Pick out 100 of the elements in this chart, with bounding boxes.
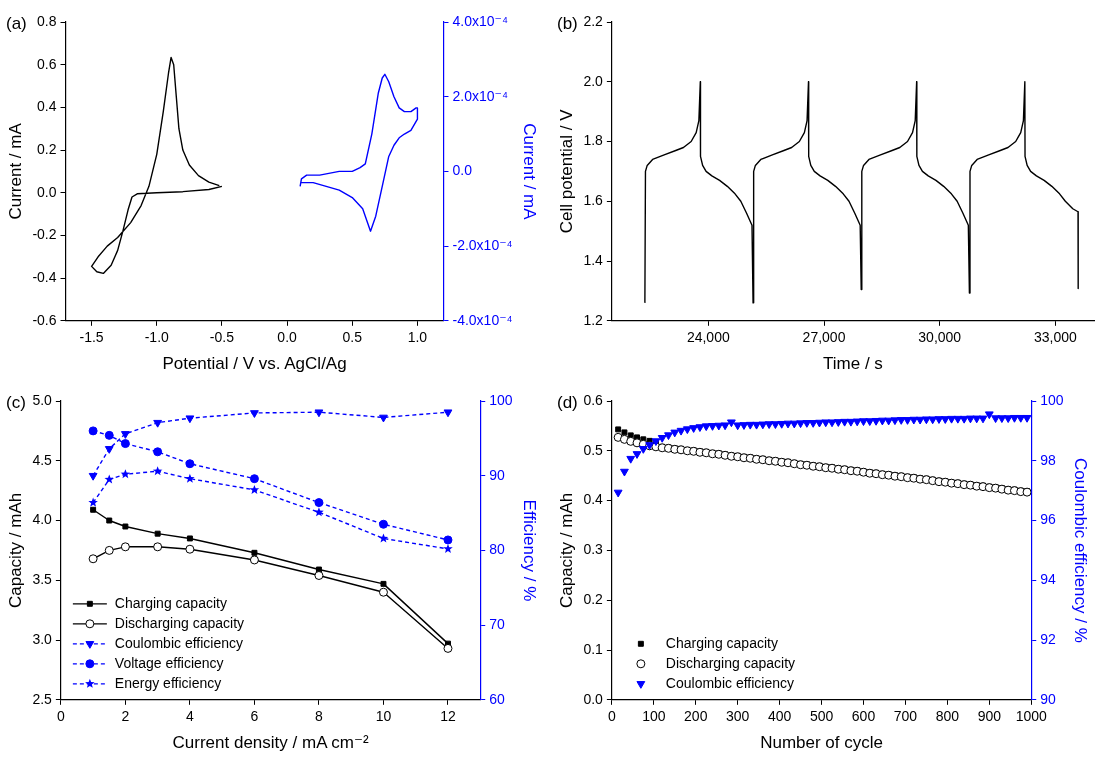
x-tick-label: 200: [684, 708, 708, 725]
y2-tick-label: 90: [1040, 690, 1057, 707]
legend-label: Discharging capacity: [665, 654, 796, 671]
y2-tick-label: 2.0x10⁻⁴: [452, 87, 508, 104]
y2-tick-label: 90: [489, 466, 506, 483]
point: [443, 543, 453, 553]
point: [315, 566, 322, 573]
y-tick-label: 0.0: [37, 183, 57, 200]
point: [185, 544, 195, 554]
point: [122, 523, 129, 530]
x-tick-label: -0.5: [209, 329, 235, 346]
point: [120, 542, 130, 552]
y-tick-label: 3.0: [32, 630, 53, 647]
x-tick-label: 600: [851, 708, 876, 725]
y-tick-label: 2.2: [583, 12, 604, 29]
point: [314, 507, 324, 517]
legend-label: Voltage efficiency: [114, 654, 224, 671]
x-axis-title: Current density / mA cm⁻²: [172, 733, 369, 753]
y2-tick-label: -4.0x10⁻⁴: [452, 311, 513, 328]
y-tick-label: -0.2: [32, 226, 57, 243]
legend-label: Energy efficiency: [114, 674, 222, 691]
point: [186, 535, 193, 542]
y-tick-label: 1.6: [583, 192, 604, 209]
y-tick-label: 0.4: [583, 491, 604, 508]
x-tick-label: 0.0: [277, 329, 298, 346]
x-tick-label: 400: [767, 708, 792, 725]
legend-label: Charging capacity: [114, 594, 227, 611]
x-tick-label: 8: [315, 708, 324, 725]
y-axis-title: Capacity / mAh: [5, 492, 25, 609]
point: [249, 484, 260, 494]
x-tick-label: 12: [440, 708, 456, 725]
y-axis-title: Current / mA: [5, 122, 25, 220]
y-tick-label: -0.6: [32, 311, 57, 328]
x-tick-label: 0.5: [342, 329, 363, 346]
x-tick-label: 33,000: [1034, 329, 1078, 346]
y-tick-label: 0.2: [37, 140, 57, 157]
point: [120, 469, 131, 479]
y2-tick-label: -2.0x10⁻⁴: [452, 236, 513, 253]
y2-tick-label: 0.0: [452, 162, 473, 179]
point: [443, 409, 453, 418]
y2-tick-label: 100: [489, 391, 513, 408]
y-tick-label: 2.0: [583, 72, 604, 89]
y-tick-label: 0.1: [583, 640, 604, 657]
y2-axis-title: Current / mA: [520, 123, 540, 221]
x-axis-title: Potential / V vs. AgCl/Ag: [162, 354, 347, 374]
legend-label: Coulombic efficiency: [665, 674, 794, 691]
point: [88, 497, 98, 507]
point: [314, 498, 324, 508]
chart-title: (d): [557, 392, 578, 412]
x-axis-title: Number of cycle: [760, 733, 883, 753]
y-tick-label: 0.8: [37, 12, 57, 29]
point: [249, 555, 259, 565]
y2-tick-label: 4.0x10⁻⁴: [452, 12, 508, 29]
legend-label: Discharging capacity: [114, 614, 245, 631]
point: [88, 426, 98, 436]
y-tick-label: 0.2: [583, 591, 604, 608]
point: [90, 506, 97, 513]
y-tick-label: 0.0: [583, 690, 604, 707]
x-axis-title: Time / s: [823, 354, 883, 374]
point: [251, 549, 258, 556]
point: [443, 535, 453, 545]
y-tick-label: 0.6: [583, 391, 604, 408]
x-tick-label: 30,000: [918, 329, 962, 346]
point: [88, 554, 98, 564]
point: [152, 466, 163, 476]
point: [443, 643, 453, 653]
x-tick-label: 300: [726, 708, 750, 725]
chart-title: (c): [6, 392, 26, 412]
x-tick-label: -1.5: [79, 329, 104, 346]
y-tick-label: 4.5: [32, 451, 53, 468]
y2-tick-label: 60: [489, 690, 506, 707]
y2-tick-label: 94: [1040, 571, 1057, 588]
y2-tick-label: 100: [1040, 391, 1064, 408]
y2-tick-label: 98: [1040, 451, 1057, 468]
point: [185, 459, 195, 469]
x-tick-label: 24,000: [686, 329, 730, 346]
x-tick-label: 4: [186, 708, 194, 725]
y-axis-title: Cell potential / V: [556, 108, 576, 234]
point: [153, 447, 163, 457]
x-tick-label: 2: [121, 708, 130, 725]
y-tick-label: -0.4: [32, 268, 57, 285]
point: [88, 472, 98, 481]
point: [104, 474, 115, 484]
x-tick-label: 800: [935, 708, 960, 725]
point: [314, 571, 324, 580]
y-tick-label: 4.0: [32, 511, 53, 528]
y2-tick-label: 80: [489, 541, 506, 558]
point: [250, 410, 259, 418]
y2-tick-label: 92: [1040, 630, 1057, 647]
point: [185, 473, 195, 483]
point: [314, 409, 324, 418]
point: [154, 530, 161, 537]
x-tick-label: 1.0: [407, 329, 428, 346]
x-tick-label: 900: [977, 708, 1002, 725]
point: [249, 474, 259, 484]
chart-title: (b): [557, 13, 578, 33]
x-tick-label: 0: [607, 708, 616, 725]
y-axis-title: Capacity / mAh: [556, 492, 576, 609]
point: [185, 415, 195, 424]
legend-label: Charging capacity: [665, 634, 778, 651]
